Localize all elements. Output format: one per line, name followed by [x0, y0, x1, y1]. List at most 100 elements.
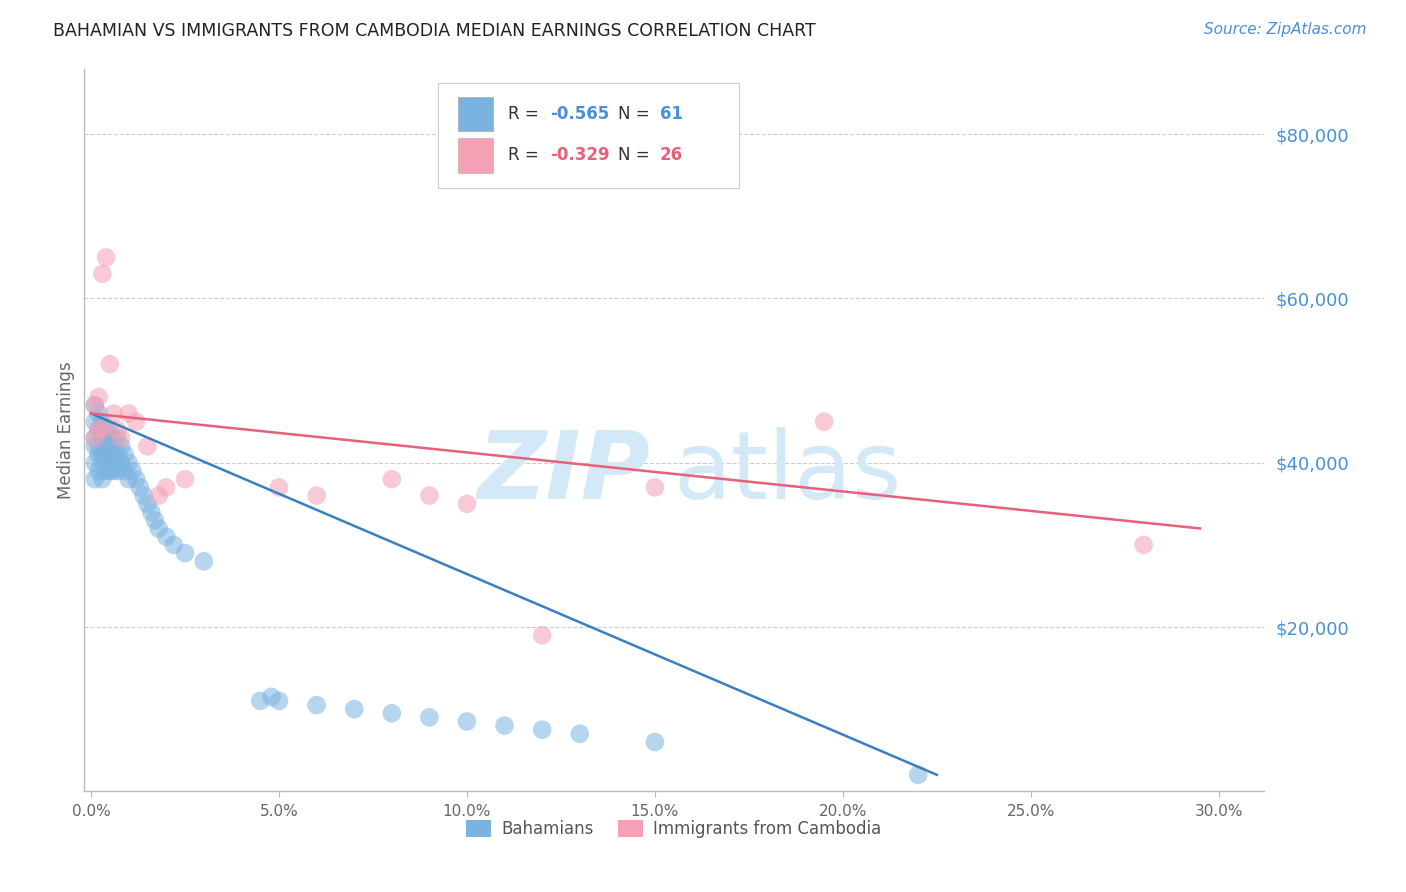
Point — [103, 464, 125, 478]
Point — [117, 472, 139, 486]
Point — [456, 714, 478, 729]
Point — [155, 530, 177, 544]
Point — [83, 439, 105, 453]
Point — [117, 407, 139, 421]
Point — [87, 390, 110, 404]
Point — [136, 439, 159, 453]
Bar — [458, 96, 494, 131]
Point — [110, 456, 132, 470]
Point — [381, 472, 404, 486]
Point — [91, 431, 114, 445]
Point — [148, 489, 170, 503]
Point — [94, 251, 117, 265]
Point — [114, 464, 136, 478]
Point — [418, 710, 440, 724]
Point — [155, 480, 177, 494]
Text: -0.329: -0.329 — [550, 146, 609, 164]
Point — [105, 448, 128, 462]
Point — [132, 489, 155, 503]
Point — [381, 706, 404, 721]
Point — [98, 448, 121, 462]
Text: N =: N = — [619, 146, 655, 164]
Point — [91, 415, 114, 429]
Point — [121, 464, 143, 478]
Point — [91, 456, 114, 470]
Point — [83, 398, 105, 412]
Point — [249, 694, 271, 708]
Text: BAHAMIAN VS IMMIGRANTS FROM CAMBODIA MEDIAN EARNINGS CORRELATION CHART: BAHAMIAN VS IMMIGRANTS FROM CAMBODIA MED… — [53, 22, 815, 40]
Text: N =: N = — [619, 105, 655, 123]
Text: atlas: atlas — [673, 427, 903, 519]
Point — [83, 456, 105, 470]
Point — [83, 415, 105, 429]
Point — [83, 398, 105, 412]
Point — [193, 554, 215, 568]
Point — [103, 448, 125, 462]
Legend: Bahamians, Immigrants from Cambodia: Bahamians, Immigrants from Cambodia — [460, 813, 889, 845]
Point — [129, 480, 152, 494]
Point — [494, 718, 516, 732]
Bar — [458, 138, 494, 172]
Point — [98, 439, 121, 453]
Point — [531, 723, 554, 737]
Point — [531, 628, 554, 642]
Point — [98, 423, 121, 437]
Point — [98, 357, 121, 371]
Point — [87, 439, 110, 453]
Point — [456, 497, 478, 511]
Point — [94, 448, 117, 462]
Point — [163, 538, 186, 552]
Point — [94, 464, 117, 478]
Point — [267, 694, 290, 708]
Point — [568, 727, 591, 741]
Text: 26: 26 — [659, 146, 683, 164]
Point — [91, 472, 114, 486]
Point — [87, 407, 110, 421]
Point — [98, 464, 121, 478]
Point — [141, 505, 163, 519]
Point — [125, 415, 148, 429]
Point — [83, 431, 105, 445]
Point — [87, 464, 110, 478]
Point — [125, 472, 148, 486]
Point — [813, 415, 835, 429]
Text: Source: ZipAtlas.com: Source: ZipAtlas.com — [1204, 22, 1367, 37]
FancyBboxPatch shape — [437, 83, 738, 188]
Point — [105, 464, 128, 478]
Point — [105, 431, 128, 445]
Point — [110, 439, 132, 453]
Point — [105, 423, 128, 437]
Point — [91, 267, 114, 281]
Point — [117, 456, 139, 470]
Point — [143, 513, 166, 527]
Point — [260, 690, 283, 704]
Point — [174, 472, 197, 486]
Point — [343, 702, 366, 716]
Point — [103, 407, 125, 421]
Point — [91, 448, 114, 462]
Text: ZIP: ZIP — [477, 427, 650, 519]
Point — [87, 423, 110, 437]
Point — [87, 423, 110, 437]
Text: -0.565: -0.565 — [550, 105, 609, 123]
Point — [1132, 538, 1154, 552]
Point — [148, 521, 170, 535]
Point — [94, 431, 117, 445]
Text: R =: R = — [509, 146, 544, 164]
Point — [87, 448, 110, 462]
Point — [91, 423, 114, 437]
Point — [418, 489, 440, 503]
Point — [83, 472, 105, 486]
Point — [110, 431, 132, 445]
Point — [267, 480, 290, 494]
Point — [644, 480, 666, 494]
Point — [83, 431, 105, 445]
Point — [174, 546, 197, 560]
Point — [305, 489, 328, 503]
Y-axis label: Median Earnings: Median Earnings — [58, 361, 75, 499]
Text: 61: 61 — [659, 105, 682, 123]
Point — [94, 423, 117, 437]
Text: R =: R = — [509, 105, 544, 123]
Point — [644, 735, 666, 749]
Point — [305, 698, 328, 712]
